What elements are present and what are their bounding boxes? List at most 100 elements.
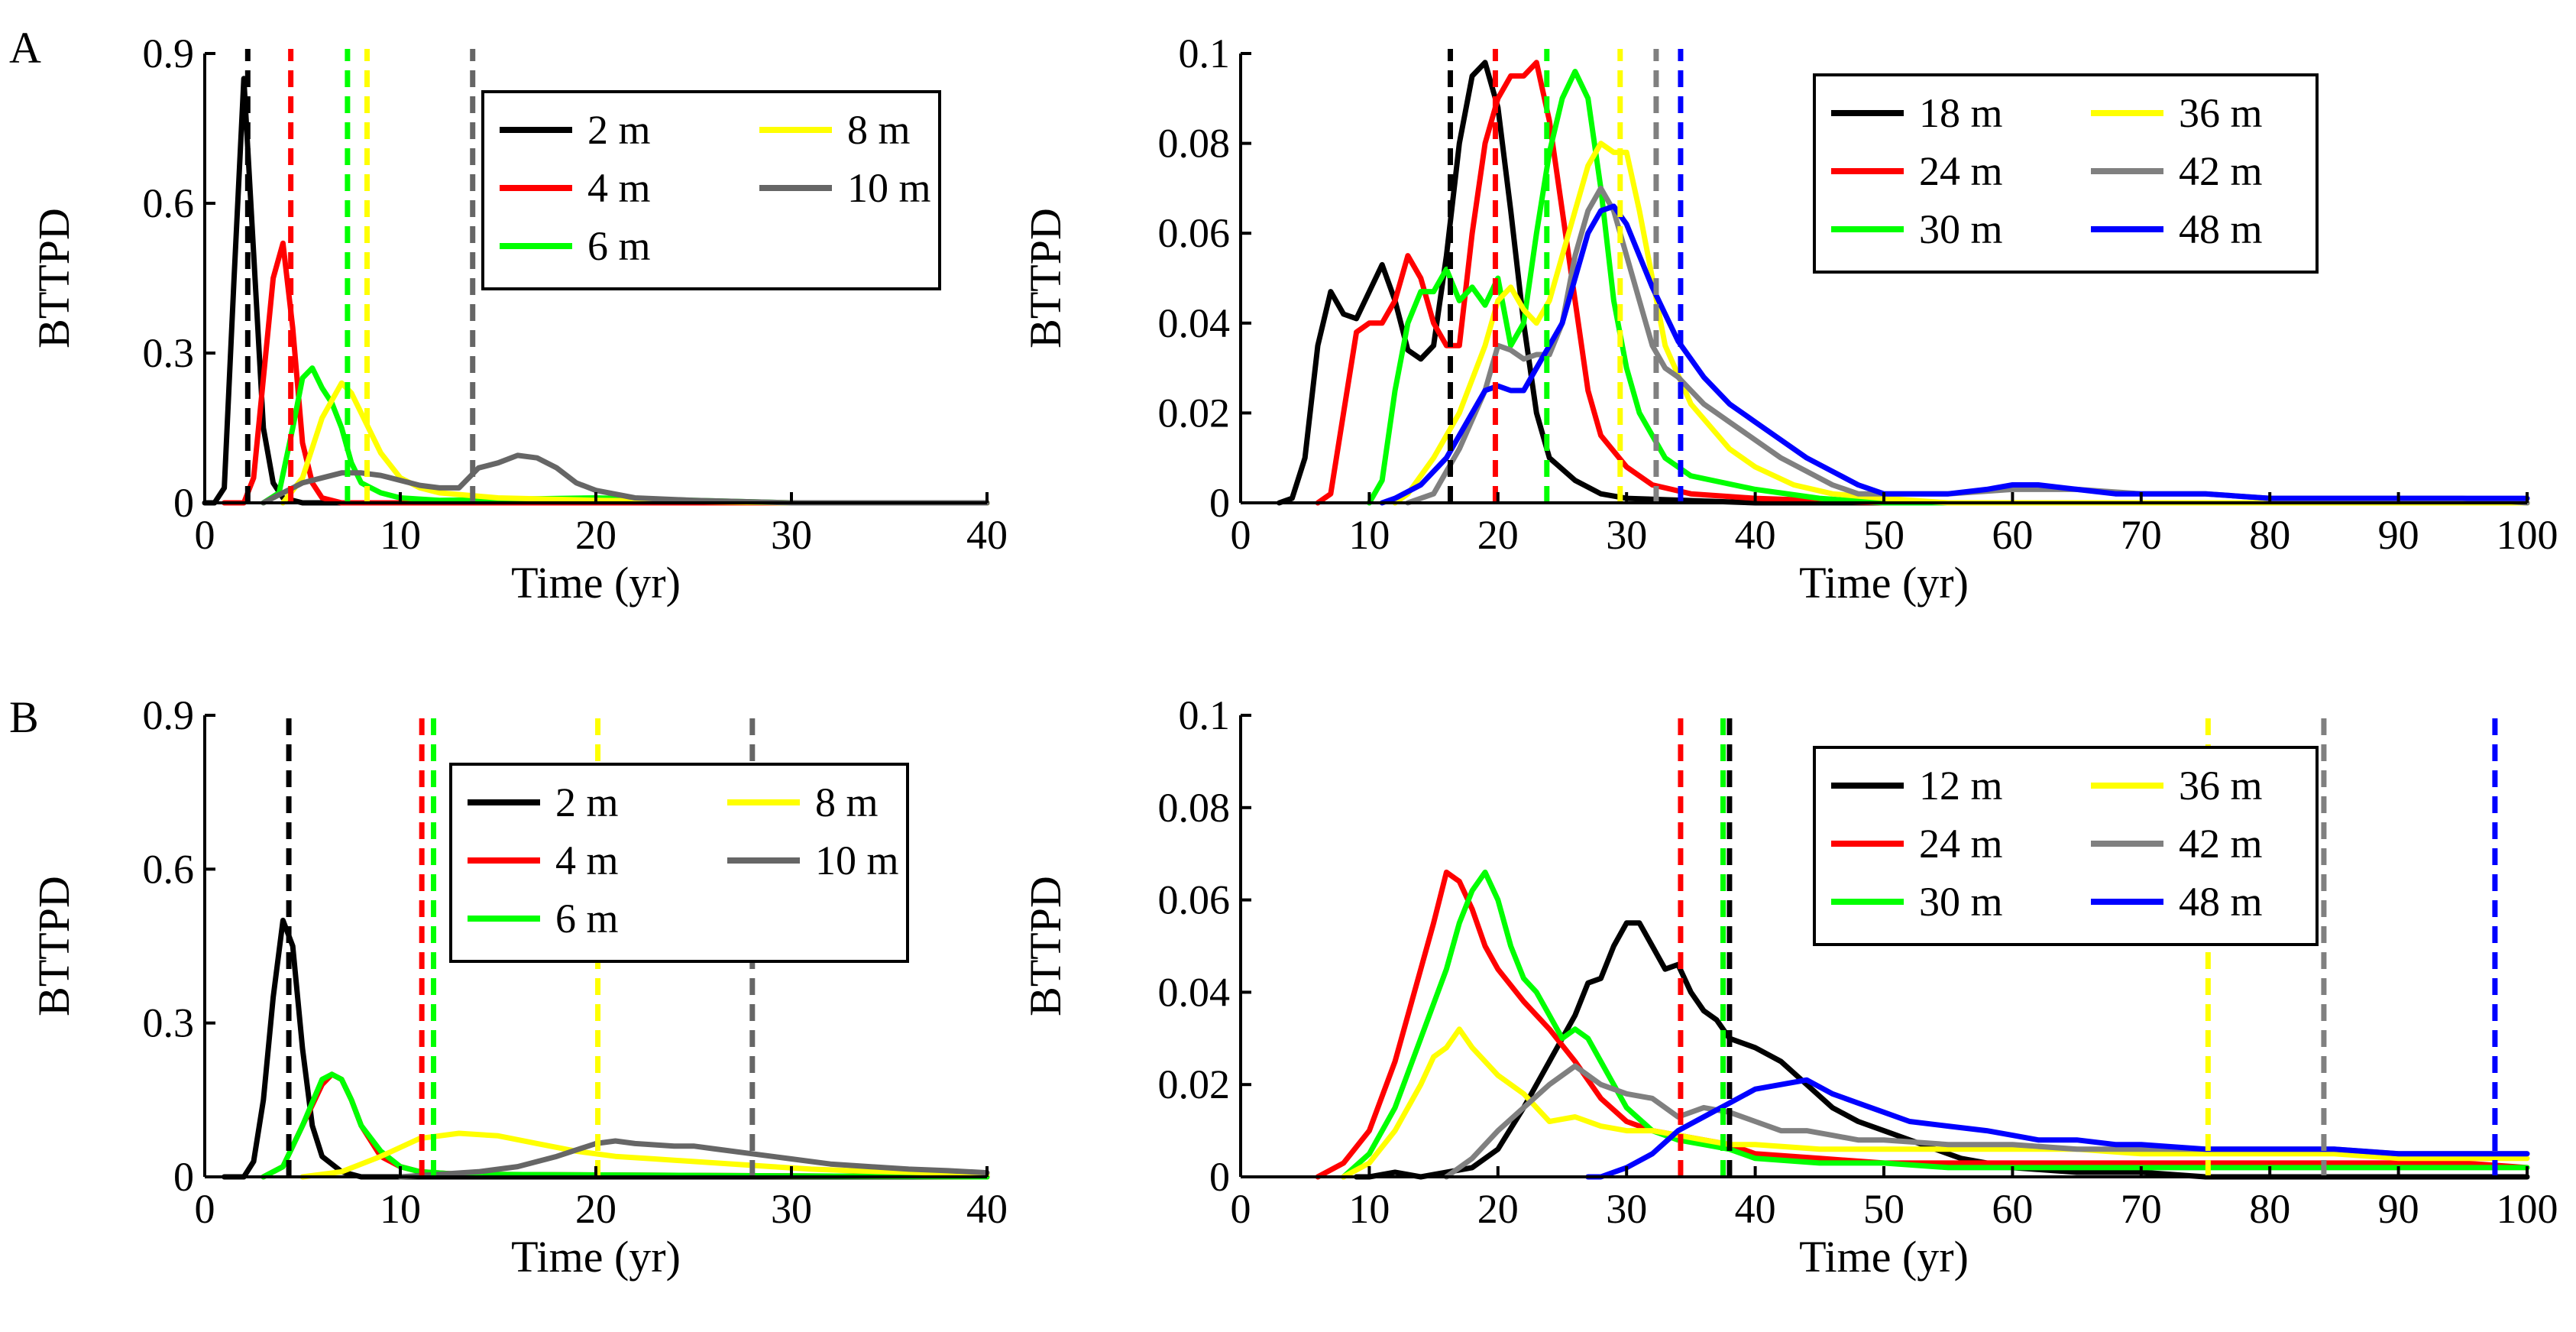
x-tick-label: 90 [2378, 512, 2419, 558]
x-tick-label: 30 [1606, 1186, 1647, 1232]
y-tick-label: 0.1 [1179, 692, 1231, 738]
y-tick-label: 0.02 [1158, 1061, 1231, 1107]
x-tick-label: 20 [575, 512, 616, 558]
x-tick-label: 80 [2249, 1186, 2290, 1232]
y-tick-label: 0 [1209, 1154, 1230, 1200]
legend-label-18-m: 18 m [1919, 90, 2003, 136]
y-tick-label: 0.02 [1158, 390, 1231, 436]
y-axis-label: BTTPD [1021, 876, 1070, 1016]
x-tick-label: 30 [1606, 512, 1647, 558]
series-line-12-m [1354, 920, 2530, 1180]
series-line-18-m [1277, 60, 2530, 506]
legend-label-42-m: 42 m [2179, 148, 2263, 194]
legend-label-48-m: 48 m [2179, 879, 2263, 925]
x-axis-label: Time (yr) [511, 1232, 681, 1282]
x-tick-label: 10 [380, 1186, 421, 1232]
y-tick-label: 0.08 [1158, 785, 1231, 831]
series-line-10-m [261, 452, 990, 506]
x-tick-label: 20 [575, 1186, 616, 1232]
x-tick-label: 30 [771, 1186, 812, 1232]
chart-panel-b-left: 0 10 20 30 40 0 0.3 0.6 0.9 Time (yr) BTTPD 2 m 4 m 6… [29, 692, 1008, 1282]
y-tick-label: 0.3 [143, 1000, 195, 1046]
y-tick-label: 0.06 [1158, 210, 1231, 256]
legend-label-48-m: 48 m [2179, 206, 2263, 252]
legend-label-8-m: 8 m [847, 107, 911, 153]
legend-label-42-m: 42 m [2179, 821, 2263, 867]
x-tick-label: 40 [1735, 512, 1776, 558]
y-tick-label: 0.6 [143, 180, 195, 226]
x-tick-label: 40 [966, 512, 1008, 558]
y-axis-label: BTTPD [1021, 208, 1070, 348]
x-axis-label: Time (yr) [1799, 558, 1969, 608]
x-tick-label: 0 [195, 512, 215, 558]
y-tick-label: 0.6 [143, 846, 195, 892]
x-tick-label: 20 [1477, 512, 1519, 558]
x-tick-label: 60 [1992, 1186, 2033, 1232]
x-tick-label: 80 [2249, 512, 2290, 558]
legend-label-24-m: 24 m [1919, 821, 2003, 867]
y-tick-label: 0.08 [1158, 121, 1231, 167]
y-tick-label: 0 [173, 480, 194, 526]
y-tick-label: 0.04 [1158, 969, 1231, 1015]
x-tick-label: 0 [1231, 1186, 1251, 1232]
x-tick-label: 10 [1348, 512, 1390, 558]
legend-label-12-m: 12 m [1919, 763, 2003, 809]
x-tick-label: 10 [380, 512, 421, 558]
x-tick-label: 0 [195, 1186, 215, 1232]
series-line-42-m [1443, 1063, 2530, 1180]
x-axis-label: Time (yr) [1799, 1232, 1969, 1282]
series-line-48-m [1379, 203, 2530, 506]
series-line-8-m [299, 1130, 990, 1180]
x-tick-label: 70 [2121, 512, 2162, 558]
x-tick-label: 50 [1863, 512, 1904, 558]
legend-label-2-m: 2 m [555, 779, 619, 825]
legend-label-6-m: 6 m [555, 896, 619, 941]
series-line-36-m [1392, 141, 2530, 506]
x-tick-label: 40 [966, 1186, 1008, 1232]
x-axis-label: Time (yr) [511, 558, 681, 608]
x-tick-label: 70 [2121, 1186, 2162, 1232]
y-axis-label: BTTPD [29, 208, 79, 348]
panel-label-a: A [9, 23, 41, 73]
legend-label-10-m: 10 m [847, 165, 931, 211]
x-tick-label: 40 [1735, 1186, 1776, 1232]
legend-label-8-m: 8 m [815, 779, 879, 825]
legend-label-4-m: 4 m [555, 838, 619, 883]
x-tick-label: 60 [1992, 512, 2033, 558]
chart-panel-b-right: 0 10 20 30 40 50 60 70 80 90 100 0 0.02 0.04 0.06 0.08 0… [1021, 692, 2558, 1282]
x-tick-label: 50 [1863, 1186, 1904, 1232]
legend-label-10-m: 10 m [815, 838, 899, 883]
x-tick-label: 30 [771, 512, 812, 558]
legend-label-36-m: 36 m [2179, 763, 2263, 809]
y-axis-label: BTTPD [29, 876, 79, 1016]
chart-panel-a-right: 0 10 20 30 40 50 60 70 80 90 100 0 0.02 0.04 0.06 0.08 0… [1021, 31, 2558, 608]
legend-label-24-m: 24 m [1919, 148, 2003, 194]
x-tick-label: 0 [1231, 512, 1251, 558]
y-tick-label: 0 [173, 1154, 194, 1200]
series-line-4-m [222, 240, 990, 506]
y-tick-label: 0.9 [143, 692, 195, 738]
x-tick-label: 10 [1348, 1186, 1390, 1232]
legend-label-2-m: 2 m [587, 107, 651, 153]
y-tick-label: 0.3 [143, 330, 195, 376]
x-tick-label: 20 [1477, 1186, 1519, 1232]
x-tick-label: 100 [2497, 512, 2558, 558]
legend-label-30-m: 30 m [1919, 206, 2003, 252]
series-line-8-m [280, 380, 990, 506]
series-line-10-m [397, 1138, 990, 1180]
panel-label-b: B [9, 692, 39, 742]
legend-label-6-m: 6 m [587, 223, 651, 269]
x-tick-label: 100 [2497, 1186, 2558, 1232]
series-line-48-m [1585, 1077, 2530, 1180]
series-line-30-m [1341, 869, 2530, 1180]
y-tick-label: 0.06 [1158, 877, 1231, 923]
y-tick-label: 0.1 [1179, 31, 1231, 76]
chart-panel-a-left: 0 10 20 30 40 0 0.3 0.6 0.9 Time (yr) BTTPD 2 m 4 m 6… [29, 31, 1008, 608]
series-line-36-m [1341, 1026, 2530, 1180]
y-tick-label: 0.9 [143, 31, 195, 76]
legend-label-4-m: 4 m [587, 165, 651, 211]
y-tick-label: 0.04 [1158, 300, 1231, 346]
legend-label-30-m: 30 m [1919, 879, 2003, 925]
legend-label-36-m: 36 m [2179, 90, 2263, 136]
